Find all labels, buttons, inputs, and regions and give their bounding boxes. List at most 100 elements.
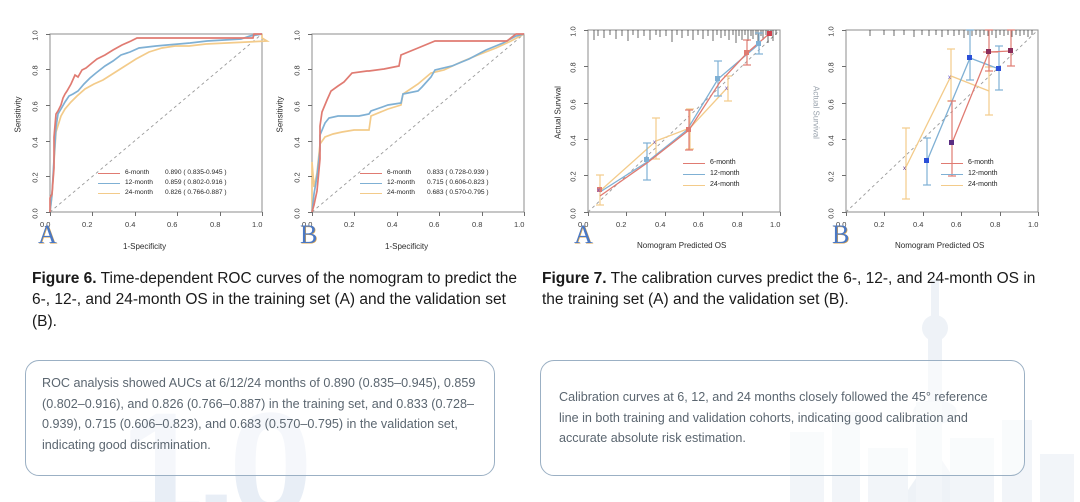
legend-label: 6-month (968, 159, 994, 166)
legend-label: 12-month (125, 179, 153, 187)
tick (584, 175, 588, 176)
legend-value: 0.859 ( 0.802-0.916 ) (165, 179, 227, 187)
legend-item: 6-month (941, 158, 1008, 169)
fig7-a-legend: 6-month 12-month 24-month (683, 158, 750, 191)
figure-7-caption: Figure 7. The calibration curves predict… (542, 268, 1042, 360)
tick (308, 212, 312, 213)
legend-swatch-24-month (683, 184, 705, 186)
fig6-panel-a-letter: A (38, 220, 57, 249)
fig6-a-ytick: 1.0 (30, 30, 40, 41)
legend-label: 12-month (710, 169, 740, 177)
legend-swatch-24-month (360, 193, 382, 195)
legend-label: 6-month (710, 159, 736, 166)
fig7-a-xtick: 0.2 (616, 220, 627, 229)
tick (262, 212, 263, 216)
legend-value: 0.890 ( 0.835-0.945 ) (165, 169, 227, 176)
fig7-b-ytick: 0.4 (826, 135, 836, 146)
fig7-a-plot-svg: x x x (587, 29, 781, 213)
fig7-b-ytick: 0.2 (826, 171, 836, 182)
legend-swatch-6-month (98, 172, 120, 174)
tick (842, 30, 846, 31)
tick (588, 212, 589, 216)
fig7-a-ytick: 1.0 (568, 26, 578, 37)
fig6-a-ytick: 0.4 (30, 137, 40, 148)
tick (46, 141, 50, 142)
legend-swatch-24-month (941, 184, 963, 186)
tick (354, 212, 355, 216)
tick (46, 69, 50, 70)
fig6-b-xtick: 0.2 (344, 220, 355, 229)
fig6-a-xtick: 0.0 (40, 220, 51, 229)
tick (961, 212, 962, 216)
fig7-a-ytick: 0.6 (568, 99, 578, 110)
legend-swatch-12-month (98, 182, 120, 184)
legend-item: 24-month (941, 180, 1008, 191)
tick (626, 212, 627, 216)
figure-6-caption-label: Figure 6. (32, 270, 97, 287)
fig6-b-legend: 6-month 0.833 ( 0.728-0.939 ) 12-month 0… (360, 168, 489, 199)
tick (312, 212, 313, 216)
tick (439, 212, 440, 216)
fig7-b-xtick: 0.6 (951, 220, 962, 229)
fig6-a-xtick: 0.8 (210, 220, 221, 229)
tick (923, 212, 924, 216)
tick (842, 175, 846, 176)
svg-text:x: x (903, 166, 906, 172)
calibration-summary-box: Calibration curves at 6, 12, and 24 mont… (540, 360, 1025, 476)
tick (584, 212, 588, 213)
legend-item: 24-month (683, 180, 750, 191)
fig6-b-xtick: 0.4 (387, 220, 398, 229)
tick (92, 212, 93, 216)
fig6-b-xtick: 0.0 (302, 220, 313, 229)
figure-7-plots: Actual Survival (540, 0, 1080, 268)
fig7-b-xtick: 0.4 (913, 220, 924, 229)
fig7-b-legend: 6-month 12-month 24-month (941, 158, 1008, 191)
fig6-a-xtick: 0.4 (125, 220, 136, 229)
fig6-a-plot-svg (49, 33, 270, 213)
tick (842, 103, 846, 104)
legend-label: 12-month (968, 169, 998, 177)
legend-label: 24-month (125, 189, 153, 197)
tick (308, 176, 312, 177)
fig6-a-xtick: 0.6 (167, 220, 178, 229)
fig7-a-ytick: 0.8 (568, 62, 578, 73)
fig7-a-xlabel: Nomogram Predicted OS (637, 241, 727, 250)
fig7-b-xtick: 1.0 (1028, 220, 1039, 229)
legend-swatch-24-month (98, 193, 120, 195)
fig7-a-xtick: 1.0 (770, 220, 781, 229)
tick (308, 69, 312, 70)
fig7-b-ytick: 0.6 (826, 99, 836, 110)
legend-item: 24-month 0.826 ( 0.766-0.887 ) (98, 188, 227, 198)
fig6-a-xlabel: 1-Specificity (123, 242, 167, 251)
fig7-a-ytick: 0.4 (568, 135, 578, 146)
tick (665, 212, 666, 216)
legend-label: 24-month (387, 189, 415, 197)
fig6-a-legend: 6-month 0.890 ( 0.835-0.945 ) 12-month 0… (98, 168, 227, 199)
tick (50, 212, 51, 216)
tick (584, 139, 588, 140)
roc-summary-text: ROC analysis showed AUCs at 6/12/24 mont… (42, 376, 476, 452)
fig6-a-xtick: 1.0 (252, 220, 263, 229)
tick (308, 141, 312, 142)
fig6-panel-b-letter: B (300, 220, 318, 249)
fig7-b-xtick: 0.2 (874, 220, 885, 229)
tick (46, 34, 50, 35)
fig6-panel-b: Sensitivity (262, 0, 542, 268)
tick (308, 105, 312, 106)
legend-swatch-6-month (941, 162, 963, 164)
svg-text:x: x (653, 140, 656, 146)
fig7-b-ytick: 0.8 (826, 62, 836, 73)
fig6-b-ytick: 0.6 (292, 101, 302, 112)
legend-swatch-12-month (360, 182, 382, 184)
legend-value: 0.826 ( 0.766-0.887 ) (165, 189, 227, 197)
fig6-panel-a: Sensitivity (0, 0, 280, 268)
tick (846, 212, 847, 216)
svg-text:x: x (597, 188, 600, 194)
figure-7-caption-text: The calibration curves predict the 6-, 1… (542, 270, 1036, 309)
roc-summary-box: ROC analysis showed AUCs at 6/12/24 mont… (25, 360, 495, 476)
fig7-panel-b: Actual Survival (798, 0, 1080, 268)
captions-row: Figure 6. Time-dependent ROC curves of t… (0, 268, 1080, 360)
legend-swatch-6-month (360, 172, 382, 174)
legend-label: 24-month (710, 180, 740, 188)
